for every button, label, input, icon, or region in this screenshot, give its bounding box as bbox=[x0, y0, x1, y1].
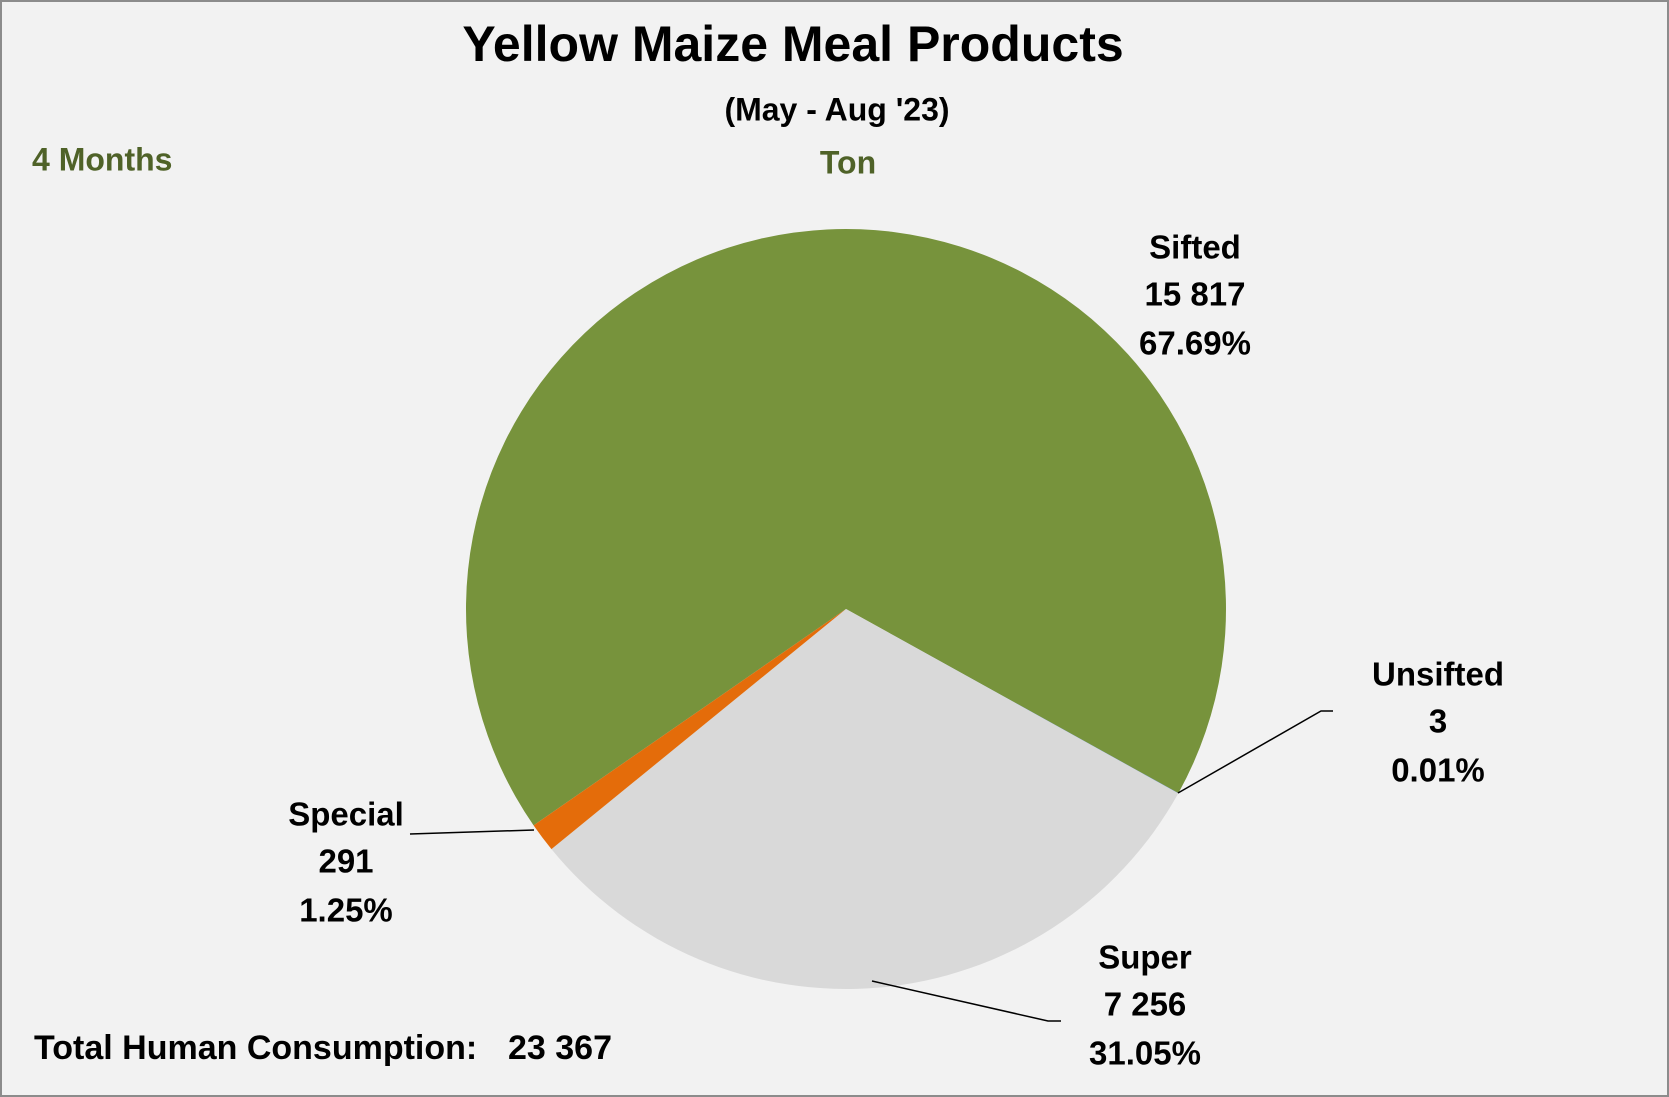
chart-subtitle: (May - Aug '23) bbox=[724, 91, 949, 127]
total-title: Total Human Consumption: bbox=[34, 1029, 477, 1067]
total-value: 23 367 bbox=[508, 1029, 612, 1067]
chart-title: Yellow Maize Meal Products bbox=[462, 16, 1123, 72]
slice-percent: 31.05% bbox=[1089, 1035, 1201, 1072]
period-label: 4 Months bbox=[32, 141, 172, 177]
slice-category: Unsifted bbox=[1372, 656, 1504, 693]
slice-percent: 1.25% bbox=[299, 892, 393, 929]
slice-category: Sifted bbox=[1149, 229, 1241, 266]
pie-slice bbox=[466, 229, 1226, 826]
pie-slice bbox=[533, 609, 846, 850]
slice-category: Super bbox=[1098, 939, 1192, 976]
pie-slice bbox=[846, 609, 1179, 794]
slice-value: 15 817 bbox=[1145, 276, 1246, 313]
slice-value: 291 bbox=[318, 843, 373, 880]
slice-category: Special bbox=[288, 796, 404, 833]
slice-percent: 67.69% bbox=[1139, 325, 1251, 362]
unit-label: Ton bbox=[820, 144, 876, 180]
pie-slice bbox=[551, 609, 1179, 989]
leader-line bbox=[1177, 710, 1333, 794]
slice-value: 7 256 bbox=[1104, 986, 1187, 1023]
leader-line bbox=[409, 829, 535, 835]
slice-value: 3 bbox=[1429, 703, 1447, 740]
slice-percent: 0.01% bbox=[1391, 752, 1485, 789]
leader-line bbox=[871, 980, 1061, 1022]
